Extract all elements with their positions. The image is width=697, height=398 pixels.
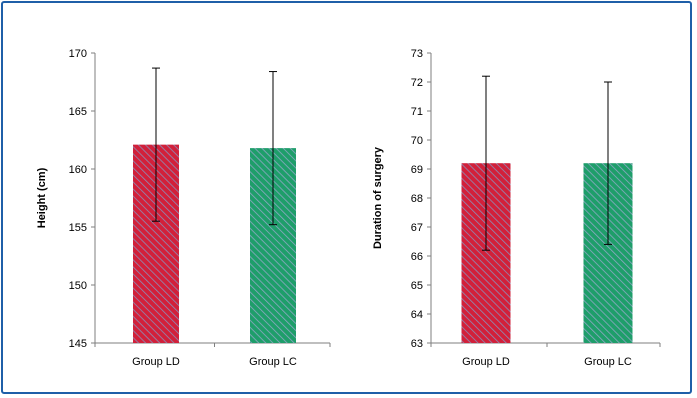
y-tick-label: 68 [411,193,423,205]
duration-chart: 63 64 65 66 67 68 69 70 71 72 73 Group LD Group LC Du… [372,48,661,368]
y-tick-label: 63 [411,338,423,350]
y-axis-title: Duration of surgery [372,146,384,249]
x-category-label: Group LC [249,356,297,368]
y-tick-label: 71 [411,106,423,118]
x-category-label: Group LD [462,356,510,368]
y-tick-label: 145 [69,338,87,350]
x-category-label: Group LC [584,356,632,368]
y-axis-title: Height (cm) [36,167,48,228]
y-tick-label: 160 [69,164,87,176]
y-tick-label: 155 [69,222,87,234]
y-tick-label: 66 [411,251,423,263]
height-chart: 145 150 155 160 165 170 Group LD Group LC Height… [36,48,331,368]
y-tick-label: 150 [69,280,87,292]
y-tick-label: 73 [411,48,423,60]
y-tick-label: 64 [411,309,423,321]
y-tick-label: 165 [69,106,87,118]
y-tick-label: 67 [411,222,423,234]
y-tick-label: 69 [411,164,423,176]
chart-frame [1,1,692,394]
y-tick-label: 72 [411,77,423,89]
y-tick-label: 170 [69,48,87,60]
y-tick-label: 70 [411,135,423,147]
x-category-label: Group LD [132,356,180,368]
y-tick-label: 65 [411,280,423,292]
